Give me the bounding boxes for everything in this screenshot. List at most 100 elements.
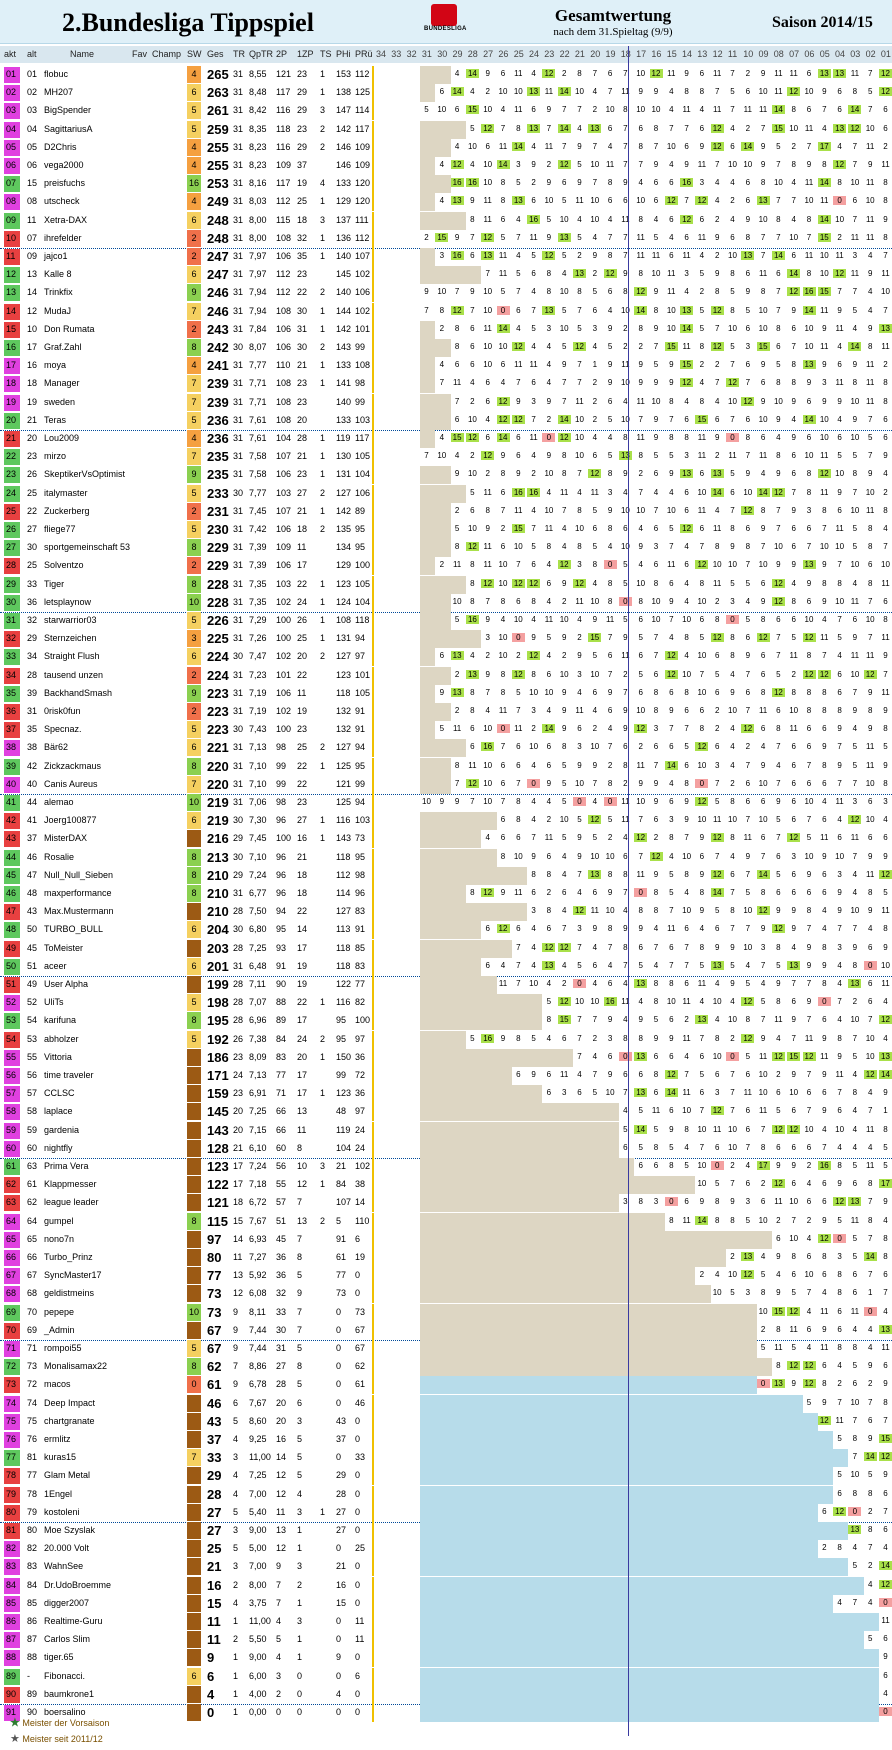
player-name[interactable]: geldistmeins [44, 1288, 95, 1299]
player-name[interactable]: ToMeister [44, 942, 84, 953]
player-name[interactable]: tausend unzen [44, 669, 104, 680]
matchday-score: 4 [485, 414, 490, 424]
matchday-score: 11 [529, 433, 538, 442]
player-name[interactable]: letsplaynow [44, 596, 92, 607]
player-name[interactable]: MH207 [44, 87, 74, 98]
player-name[interactable]: Turbo_Prinz [44, 1252, 93, 1262]
player-name[interactable]: sweden [44, 396, 76, 407]
player-name[interactable]: CCLSC [44, 1088, 75, 1099]
player-name[interactable]: _Admin [44, 1324, 75, 1335]
player-name[interactable]: D2Chris [44, 141, 77, 152]
player-name[interactable]: jajco1 [44, 251, 68, 261]
player-name[interactable]: Xetra-DAX [44, 214, 88, 225]
player-name[interactable]: UliTs [44, 997, 64, 1008]
player-name[interactable]: Prima Vera [44, 1161, 89, 1171]
player-name[interactable]: Zickzackmaus [44, 760, 102, 771]
player-name[interactable]: gumpel [44, 1215, 74, 1226]
player-name[interactable]: time traveler [44, 1070, 94, 1080]
player-name[interactable]: kuras15 [44, 1452, 77, 1463]
player-name[interactable]: WahnSee [44, 1561, 84, 1572]
player-name[interactable]: baumkrone1 [44, 1688, 95, 1699]
player-name[interactable]: boersalino [44, 1707, 86, 1717]
player-name[interactable]: Glam Metal [44, 1470, 91, 1481]
player-name[interactable]: macos [44, 1379, 71, 1390]
player-name[interactable]: Monalisamax22 [44, 1361, 108, 1372]
player-name[interactable]: Realtime-Guru [44, 1616, 103, 1626]
player-name[interactable]: Vittoria [44, 1051, 72, 1062]
player-name[interactable]: Teras [44, 414, 67, 425]
player-name[interactable]: Trinkfix [44, 287, 73, 298]
player-name[interactable]: Kalle 8 [44, 269, 72, 280]
player-name[interactable]: MisterDAX [44, 833, 88, 844]
player-name[interactable]: Specnaz. [44, 724, 82, 735]
matchday-score: 2 [745, 742, 751, 752]
player-name[interactable]: chartgranate [44, 1415, 95, 1426]
player-name[interactable]: ihrefelder [44, 232, 82, 243]
player-name[interactable]: BigSpender [44, 105, 92, 116]
player-name[interactable]: Solventzo [44, 560, 84, 571]
player-name[interactable]: ermlitz [44, 1434, 71, 1444]
player-name[interactable]: Bär62 [44, 742, 69, 753]
player-name[interactable]: kostoleni [44, 1506, 80, 1517]
player-name[interactable]: Straight Flush [44, 651, 100, 662]
player-name[interactable]: league leader [44, 1197, 99, 1208]
player-name[interactable]: SkeptikerVsOptimist [44, 469, 126, 480]
player-name[interactable]: maxperformance [44, 888, 112, 898]
player-name[interactable]: Lou2009 [44, 433, 80, 443]
player-name[interactable]: digger2007 [44, 1597, 90, 1608]
player-name[interactable]: sportgemeinschaft 53 [44, 542, 131, 553]
player-name[interactable]: karifuna [44, 1015, 77, 1026]
player-name[interactable]: tiger.65 [44, 1652, 74, 1663]
player-name[interactable]: Don Rumata [44, 323, 95, 334]
player-name[interactable]: pepepe [44, 1306, 75, 1317]
player-name[interactable]: Sternzeichen [44, 633, 97, 644]
player-name[interactable]: SagittariusA [44, 123, 93, 134]
player-name[interactable]: Rosalie [44, 851, 75, 862]
player-name[interactable]: Klappmesser [44, 1179, 97, 1190]
player-name[interactable]: Max.Mustermann [44, 906, 114, 917]
player-name[interactable]: 0risk0fun [44, 706, 81, 716]
player-name[interactable]: Deep Impact [44, 1397, 96, 1408]
player-name[interactable]: BackhandSmash [44, 687, 113, 698]
player-name[interactable]: italymaster [44, 487, 88, 498]
player-name[interactable]: Fibonacci. [44, 1670, 86, 1681]
player-name[interactable]: laplace [44, 1106, 73, 1117]
player-name[interactable]: 1Engel [44, 1488, 73, 1499]
points-per-tip: 9,00 [249, 1525, 267, 1535]
player-name[interactable]: Dr.UdoBroemme [44, 1579, 112, 1590]
player-name[interactable]: SyncMaster17 [44, 1270, 102, 1281]
player-name[interactable]: User Alpha [44, 979, 89, 989]
second-half-points: 83 [355, 906, 366, 917]
player-name[interactable]: Joerg100877 [44, 815, 97, 826]
player-name[interactable]: Zuckerberg [44, 505, 90, 516]
player-name[interactable]: TURBO_BULL [44, 924, 104, 935]
points-per-tip: 7,43 [249, 724, 267, 735]
player-name[interactable]: flobuc [44, 69, 69, 79]
player-name[interactable]: Moe Szyslak [44, 1525, 96, 1535]
player-name[interactable]: rompoi55 [44, 1343, 82, 1353]
player-name[interactable]: Tiger [44, 578, 65, 589]
player-name[interactable]: Null_Null_Sieben [44, 869, 114, 880]
player-name[interactable]: abholzer [44, 1033, 79, 1044]
player-name[interactable]: Manager [44, 378, 80, 389]
player-name[interactable]: aceer [44, 960, 67, 971]
player-name[interactable]: nono7n [44, 1233, 75, 1244]
player-name[interactable]: vega2000 [44, 160, 84, 170]
player-name[interactable]: fliege77 [44, 524, 76, 534]
player-name[interactable]: utscheck [44, 196, 80, 207]
matchday-score: 4 [439, 433, 445, 442]
player-name[interactable]: Graf.Zahl [44, 342, 82, 352]
player-name[interactable]: Carlos Slim [44, 1634, 91, 1645]
player-name[interactable]: mirzo [44, 451, 66, 462]
player-name[interactable]: MudaJ [44, 305, 72, 316]
player-name[interactable]: gardenia [44, 1124, 80, 1135]
player-name[interactable]: 20.000 Volt [44, 1543, 90, 1554]
matchday-scores: 6 12 0 2 7 [420, 1503, 892, 1522]
player-name[interactable]: preisfuchs [44, 178, 86, 189]
player-name[interactable]: nightfly [44, 1142, 73, 1153]
player-name[interactable]: starwarrior03 [44, 615, 97, 625]
player-name[interactable]: Canis Aureus [44, 778, 98, 789]
matchday-score: 12 [802, 669, 816, 679]
player-name[interactable]: alemao [44, 797, 74, 807]
player-name[interactable]: moya [44, 360, 67, 371]
